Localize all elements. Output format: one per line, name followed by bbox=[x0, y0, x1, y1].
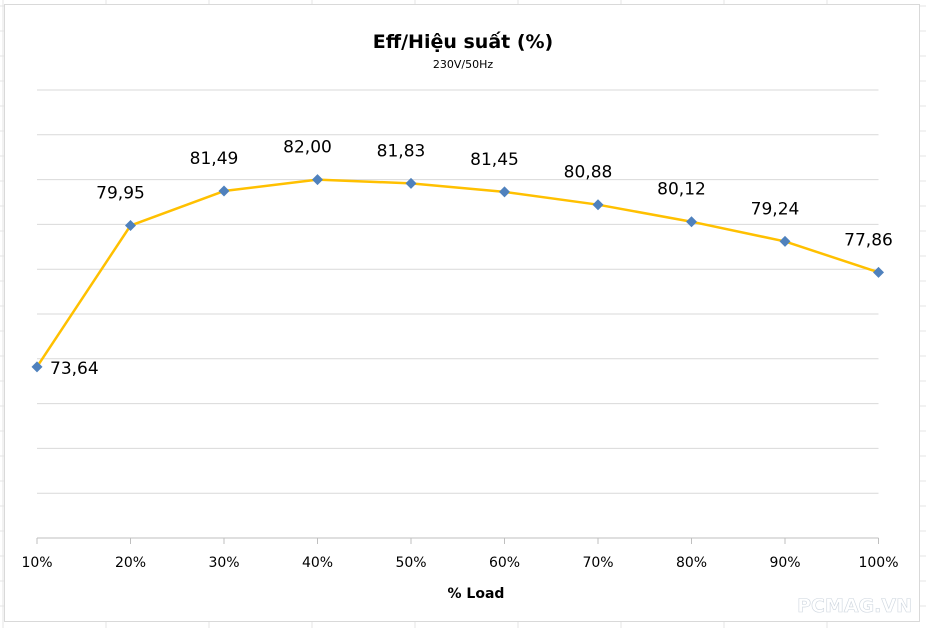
data-point-marker[interactable] bbox=[218, 185, 230, 197]
pcmag-watermark: PCMAG.VN bbox=[797, 595, 912, 617]
x-tick-label: 10% bbox=[21, 555, 52, 571]
series-markers bbox=[31, 174, 884, 373]
data-label: 81,45 bbox=[470, 150, 519, 170]
x-tick-label: 80% bbox=[676, 555, 707, 571]
x-tick-label: 30% bbox=[208, 555, 239, 571]
x-tick-label: 60% bbox=[489, 555, 520, 571]
data-point-marker[interactable] bbox=[125, 220, 136, 232]
x-tick-label: 40% bbox=[302, 555, 333, 571]
data-point-marker[interactable] bbox=[405, 177, 417, 189]
data-label: 81,83 bbox=[377, 141, 426, 161]
x-tick-label: 100% bbox=[858, 555, 898, 571]
x-tick-label: 90% bbox=[769, 555, 800, 571]
data-label: 80,88 bbox=[564, 163, 613, 183]
data-point-marker[interactable] bbox=[779, 235, 791, 247]
data-label: 79,95 bbox=[96, 184, 145, 204]
chart-area[interactable] bbox=[4, 4, 920, 622]
x-tick-label: 70% bbox=[582, 555, 613, 571]
data-point-marker[interactable] bbox=[592, 199, 604, 211]
x-axis-title: % Load bbox=[448, 586, 505, 602]
x-axis-ticks bbox=[36, 538, 879, 544]
data-label: 80,12 bbox=[657, 180, 706, 200]
series-line bbox=[35, 178, 879, 368]
x-tick-label: 50% bbox=[395, 555, 426, 571]
data-label: 77,86 bbox=[844, 230, 893, 250]
x-axis-tick-labels: 10% 20% 30% 40% 50% 60% 70% 80% 90% 100% bbox=[21, 555, 898, 571]
data-point-marker[interactable] bbox=[312, 174, 323, 186]
data-point-marker[interactable] bbox=[686, 216, 697, 228]
horizontal-gridlines bbox=[37, 89, 879, 494]
data-label: 82,00 bbox=[283, 138, 332, 158]
data-point-marker[interactable] bbox=[499, 186, 510, 198]
data-label: 79,24 bbox=[751, 199, 800, 219]
x-tick-label: 20% bbox=[115, 555, 146, 571]
data-point-marker[interactable] bbox=[873, 266, 884, 278]
data-point-marker[interactable] bbox=[31, 361, 43, 373]
data-labels: 73,64 79,95 81,49 82,00 81,83 81,45 80,88 80,12… bbox=[50, 138, 893, 379]
chart-subtitle: 230V/50Hz bbox=[433, 58, 493, 71]
data-label: 73,64 bbox=[50, 359, 99, 379]
data-label: 81,49 bbox=[190, 149, 239, 169]
chart-title: Eff/Hiệu suất (%) bbox=[373, 30, 554, 53]
